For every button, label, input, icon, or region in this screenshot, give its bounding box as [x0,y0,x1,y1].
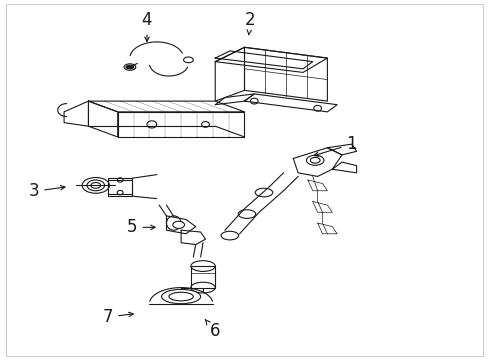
Ellipse shape [313,105,321,111]
Ellipse shape [190,282,215,293]
Ellipse shape [250,98,258,104]
Ellipse shape [168,292,193,301]
Text: 3: 3 [28,183,65,201]
Ellipse shape [306,155,324,165]
Text: 5: 5 [127,218,155,236]
Ellipse shape [147,121,157,128]
Ellipse shape [310,157,320,163]
Ellipse shape [126,65,134,69]
Ellipse shape [255,188,272,197]
Ellipse shape [201,122,209,127]
Ellipse shape [117,190,123,195]
Ellipse shape [117,178,123,182]
Text: 1: 1 [313,135,356,156]
Ellipse shape [190,261,215,271]
Ellipse shape [183,57,193,63]
Ellipse shape [221,231,238,240]
Ellipse shape [166,216,181,230]
Text: 7: 7 [102,308,133,326]
Ellipse shape [172,221,184,228]
Text: 4: 4 [142,12,152,41]
Ellipse shape [124,64,136,70]
Ellipse shape [238,210,255,219]
Text: 2: 2 [244,12,255,35]
Ellipse shape [161,289,200,304]
Text: 6: 6 [205,320,220,340]
Ellipse shape [91,183,101,188]
Ellipse shape [82,177,109,193]
Ellipse shape [87,180,104,191]
